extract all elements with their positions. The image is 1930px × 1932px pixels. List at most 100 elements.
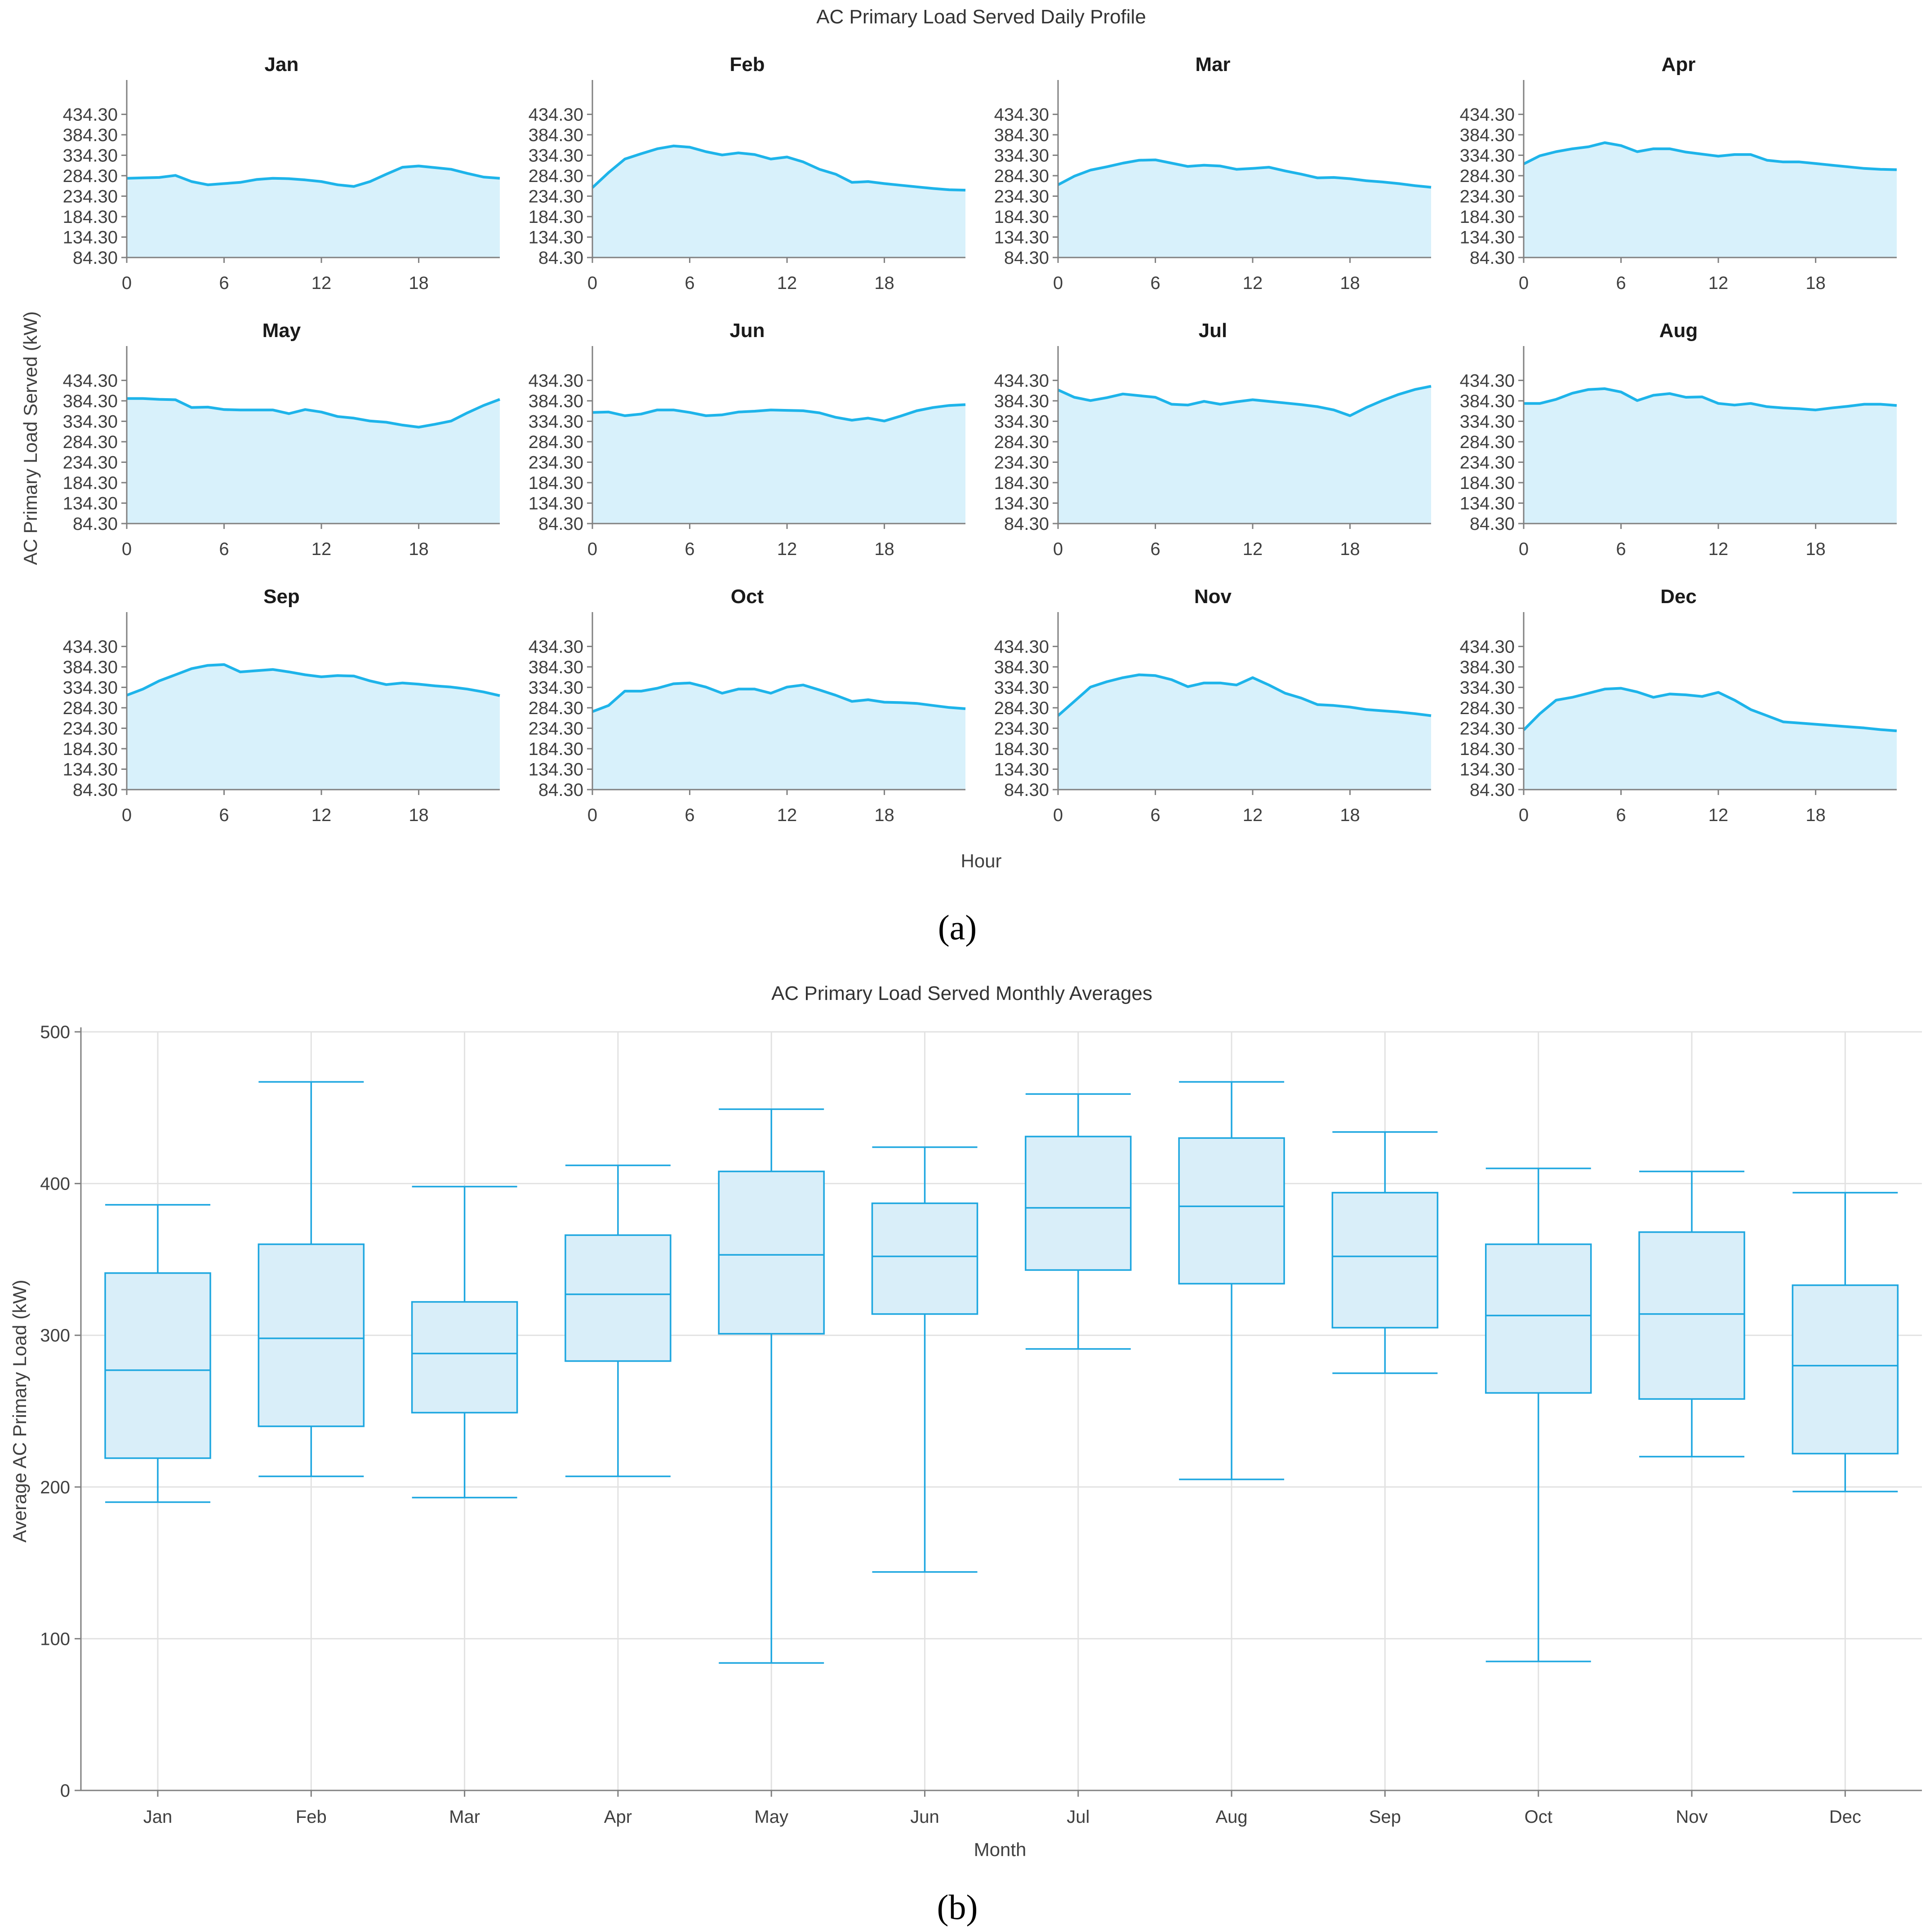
x-tick-label: 6	[685, 273, 694, 293]
x-tick-label: 0	[122, 539, 132, 559]
y-tick-label: 384.30	[529, 125, 583, 145]
y-tick-label: 134.30	[1460, 493, 1515, 513]
panel-title: Sep	[263, 586, 300, 608]
y-tick-label: 384.30	[994, 125, 1049, 145]
y-tick-label: 384.30	[1460, 391, 1515, 411]
y-tick-label: 134.30	[529, 493, 583, 513]
y-tick-label: 134.30	[529, 759, 583, 779]
y-tick-label: 500	[40, 1022, 70, 1042]
iqr-box	[718, 1170, 825, 1335]
figure-caption-a: (a)	[938, 908, 977, 947]
y-tick-label: 284.30	[1460, 166, 1515, 186]
iqr-box	[1485, 1243, 1592, 1394]
y-tick-label: 384.30	[63, 657, 118, 677]
iqr-box	[1331, 1192, 1439, 1329]
x-tick-label: Jul	[1067, 1807, 1090, 1827]
x-tick-label: 6	[1150, 539, 1160, 559]
y-tick-label: 400	[40, 1174, 70, 1194]
panel-aug: Aug434.30384.30334.30284.30234.30184.301…	[1460, 320, 1897, 559]
x-tick-label: 0	[1053, 539, 1063, 559]
y-tick-label: 284.30	[529, 698, 583, 718]
y-tick-label: 234.30	[529, 187, 583, 206]
x-tick-label: 18	[1805, 805, 1826, 825]
monthly-averages-box-chart: AC Primary Load Served Monthly Averages …	[9, 982, 1922, 1927]
y-tick-label: 334.30	[529, 678, 583, 697]
x-tick-label: 6	[1616, 805, 1626, 825]
y-tick-label: 434.30	[529, 637, 583, 657]
x-tick-label: 18	[874, 805, 894, 825]
y-tick-label: 134.30	[1460, 227, 1515, 247]
profile-line	[591, 144, 966, 192]
y-tick-label: 384.30	[529, 391, 583, 411]
y-tick-label: 334.30	[529, 412, 583, 431]
y-tick-label: 284.30	[994, 166, 1049, 186]
y-tick-label: 334.30	[63, 412, 118, 431]
box-may	[718, 1108, 825, 1664]
y-tick-label: 434.30	[63, 371, 118, 391]
monthly-averages-title: AC Primary Load Served Monthly Averages	[771, 982, 1152, 1004]
monthly-averages-y-axis-label: Average AC Primary Load (kW)	[9, 1279, 30, 1542]
panel-title: Mar	[1195, 53, 1230, 76]
figure-caption-b: (b)	[937, 1888, 978, 1927]
y-tick-label: 84.30	[538, 780, 583, 800]
box-nov	[1638, 1170, 1745, 1458]
y-tick-label: 334.30	[529, 146, 583, 165]
y-tick-label: 84.30	[538, 514, 583, 534]
iqr-box	[258, 1243, 365, 1427]
profile-line	[1057, 673, 1432, 717]
x-tick-label: Jan	[143, 1807, 173, 1827]
panel-title: Feb	[729, 53, 765, 76]
x-tick-label: 0	[1053, 805, 1063, 825]
y-tick-label: 334.30	[63, 678, 118, 697]
y-tick-label: 184.30	[63, 473, 118, 493]
box-oct	[1485, 1168, 1592, 1662]
y-tick-label: 384.30	[994, 657, 1049, 677]
y-tick-label: 234.30	[1460, 719, 1515, 738]
panel-dec: Dec434.30384.30334.30284.30234.30184.301…	[1460, 586, 1897, 825]
x-tick-label: Nov	[1676, 1807, 1708, 1827]
iqr-box	[565, 1234, 671, 1362]
y-tick-label: 84.30	[1470, 780, 1515, 800]
x-tick-label: 0	[587, 539, 597, 559]
y-tick-label: 184.30	[1460, 207, 1515, 227]
profile-area	[1524, 142, 1897, 258]
y-tick-label: 134.30	[529, 227, 583, 247]
x-tick-label: 0	[122, 805, 132, 825]
y-tick-label: 84.30	[1004, 248, 1049, 268]
profile-area	[1058, 160, 1431, 258]
panel-jan: Jan434.30384.30334.30284.30234.30184.301…	[63, 53, 500, 293]
y-tick-label: 434.30	[529, 371, 583, 391]
x-tick-label: 18	[409, 273, 429, 293]
profile-line	[127, 397, 501, 429]
daily-profile-panels: Jan434.30384.30334.30284.30234.30184.301…	[63, 53, 1897, 825]
daily-profile-chart: AC Primary Load Served Daily Profile Jan…	[20, 6, 1897, 947]
panel-apr: Apr434.30384.30334.30284.30234.30184.301…	[1460, 53, 1897, 293]
box-chart-boxes	[104, 1081, 1899, 1664]
x-tick-label: 12	[311, 539, 332, 559]
y-tick-label: 284.30	[1460, 698, 1515, 718]
y-tick-label: 434.30	[1460, 371, 1515, 391]
y-tick-label: 334.30	[994, 412, 1049, 431]
y-tick-label: 384.30	[63, 125, 118, 145]
panel-nov: Nov434.30384.30334.30284.30234.30184.301…	[994, 586, 1432, 825]
panel-mar: Mar434.30384.30334.30284.30234.30184.301…	[994, 53, 1432, 293]
panel-title: Apr	[1662, 53, 1696, 76]
x-tick-label: 12	[1243, 805, 1263, 825]
daily-profile-title: AC Primary Load Served Daily Profile	[816, 6, 1146, 28]
box-dec	[1792, 1192, 1899, 1492]
panel-jun: Jun434.30384.30334.30284.30234.30184.301…	[529, 320, 966, 559]
iqr-box	[1638, 1231, 1745, 1400]
x-tick-label: 0	[1053, 273, 1063, 293]
x-tick-label: 6	[219, 539, 229, 559]
y-tick-label: 234.30	[994, 719, 1049, 738]
y-tick-label: 84.30	[1470, 514, 1515, 534]
y-tick-label: 284.30	[994, 698, 1049, 718]
x-tick-label: Feb	[296, 1807, 327, 1827]
profile-line	[126, 663, 500, 697]
profile-area	[1524, 688, 1897, 790]
y-tick-label: 384.30	[63, 391, 118, 411]
profile-line	[126, 164, 500, 188]
y-tick-label: 84.30	[1470, 248, 1515, 268]
y-tick-label: 134.30	[63, 227, 118, 247]
profile-line	[591, 681, 966, 713]
